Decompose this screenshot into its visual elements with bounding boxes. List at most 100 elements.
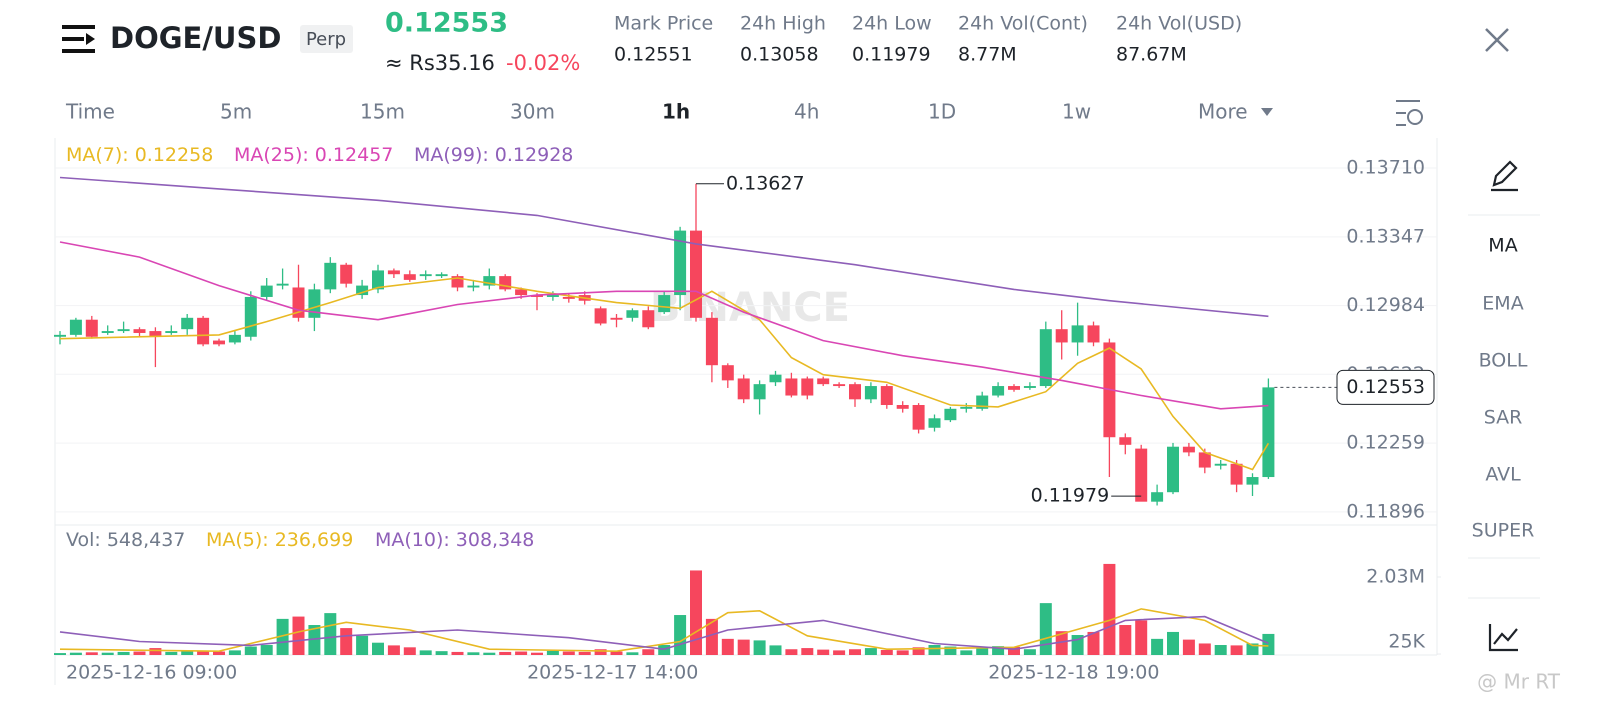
volume-bar — [133, 651, 146, 655]
indicator-option[interactable]: BOLL — [1479, 350, 1528, 372]
x-tick-label: 2025-12-18 19:00 — [988, 662, 1159, 684]
volume-bar — [244, 646, 257, 655]
candle-body — [85, 319, 98, 337]
legend-name: MA(5): — [206, 529, 269, 551]
chart-icon[interactable] — [1488, 624, 1518, 652]
volume-bar — [54, 653, 66, 655]
candle-body — [324, 262, 337, 290]
candle-body — [690, 230, 702, 318]
candle-body — [1198, 452, 1211, 468]
ma-line — [59, 176, 1269, 318]
volume-bar — [467, 652, 480, 655]
legend-value: 0.12457 — [315, 144, 394, 166]
volume-bar — [1167, 631, 1179, 655]
volume-bar — [753, 640, 766, 655]
stat-label: 24h Low — [852, 13, 932, 35]
tab[interactable]: 4h — [794, 100, 819, 124]
indicator-option[interactable]: AVL — [1485, 464, 1521, 486]
tab[interactable]: Time — [65, 100, 115, 124]
ma-line — [59, 241, 1269, 410]
low-label: 0.11979 — [1031, 485, 1110, 507]
volume-bar — [117, 651, 130, 655]
volume-bar — [849, 649, 861, 655]
volume-bar — [149, 648, 162, 655]
candle-body — [213, 340, 225, 345]
indicator-option[interactable]: EMA — [1482, 293, 1523, 315]
vol-legend: Vol: 548,437 — [66, 529, 185, 551]
candle-body — [880, 386, 893, 406]
candle-body — [451, 276, 464, 288]
candle-body — [833, 384, 846, 387]
volume-bar — [403, 647, 416, 655]
candle-body — [467, 285, 480, 288]
candle-body — [165, 331, 178, 333]
draw-icon[interactable] — [1491, 160, 1518, 192]
candle-body — [403, 274, 416, 280]
candle-body — [356, 285, 369, 296]
volume-bar — [1103, 563, 1116, 655]
volume-bar — [1198, 643, 1211, 655]
volume-bar — [896, 650, 909, 655]
x-tick-label: 2025-12-16 09:00 — [66, 662, 237, 684]
candle-body — [1119, 437, 1132, 445]
volume-bar — [626, 652, 639, 655]
candle-body — [849, 384, 861, 400]
candle-body — [308, 289, 321, 318]
candle-body — [1023, 386, 1036, 388]
tab[interactable]: More — [1198, 100, 1248, 124]
tab[interactable]: 15m — [360, 100, 405, 124]
settings-icon[interactable] — [1396, 100, 1423, 126]
candle-body — [992, 386, 1005, 396]
volume-bar — [419, 650, 432, 655]
candle-body — [435, 274, 448, 277]
volume-bar — [292, 616, 305, 655]
candle-body — [1262, 387, 1275, 478]
volume-bar — [1182, 639, 1195, 655]
volume-bar — [531, 652, 543, 655]
last-price: 0.12553 — [385, 8, 508, 39]
indicator-option[interactable]: MA — [1488, 235, 1517, 257]
tab[interactable]: 1h — [662, 100, 690, 124]
candle-body — [101, 331, 114, 333]
tab[interactable]: 1D — [928, 100, 956, 124]
volume-bar — [864, 648, 877, 655]
candle-body — [769, 374, 782, 383]
candle-body — [928, 418, 941, 428]
last-price-label: 0.12553 — [1346, 376, 1425, 398]
volume-bar — [165, 651, 178, 655]
tab[interactable]: 5m — [220, 100, 252, 124]
volume-bar — [817, 649, 830, 655]
candle-body — [658, 295, 671, 313]
candle-body — [54, 334, 66, 337]
volume-bar — [197, 651, 210, 655]
indicator-option[interactable]: SUPER — [1472, 520, 1535, 542]
volume-bar — [1135, 620, 1148, 655]
tab[interactable]: 1w — [1062, 100, 1091, 124]
candle-body — [610, 317, 623, 320]
volume-bar — [912, 647, 925, 655]
volume-bar — [737, 639, 750, 655]
volume-bar — [976, 648, 989, 655]
volume-bar — [1214, 645, 1227, 655]
candle-body — [1167, 446, 1179, 493]
legend-value: 236,699 — [275, 529, 354, 551]
candle-body — [228, 334, 241, 343]
tab[interactable]: 30m — [510, 100, 555, 124]
volume-bar — [1230, 645, 1243, 655]
candle-body — [674, 230, 687, 296]
candle-body — [864, 386, 877, 400]
indicator-option[interactable]: SAR — [1484, 407, 1523, 429]
candle-body — [721, 365, 734, 381]
volume-bar — [515, 651, 528, 655]
volume-bar — [213, 651, 225, 655]
candle-body — [1230, 463, 1243, 485]
vol-ma-legend: MA(10): 308,348 — [375, 529, 534, 551]
volume-bar — [1039, 603, 1052, 655]
y-tick-label: 0.11896 — [1346, 500, 1425, 522]
menu-icon[interactable] — [62, 25, 95, 53]
close-button[interactable] — [1485, 28, 1509, 52]
candle-body — [626, 310, 639, 318]
candle-body — [801, 378, 814, 396]
volume-bar — [1087, 631, 1100, 655]
